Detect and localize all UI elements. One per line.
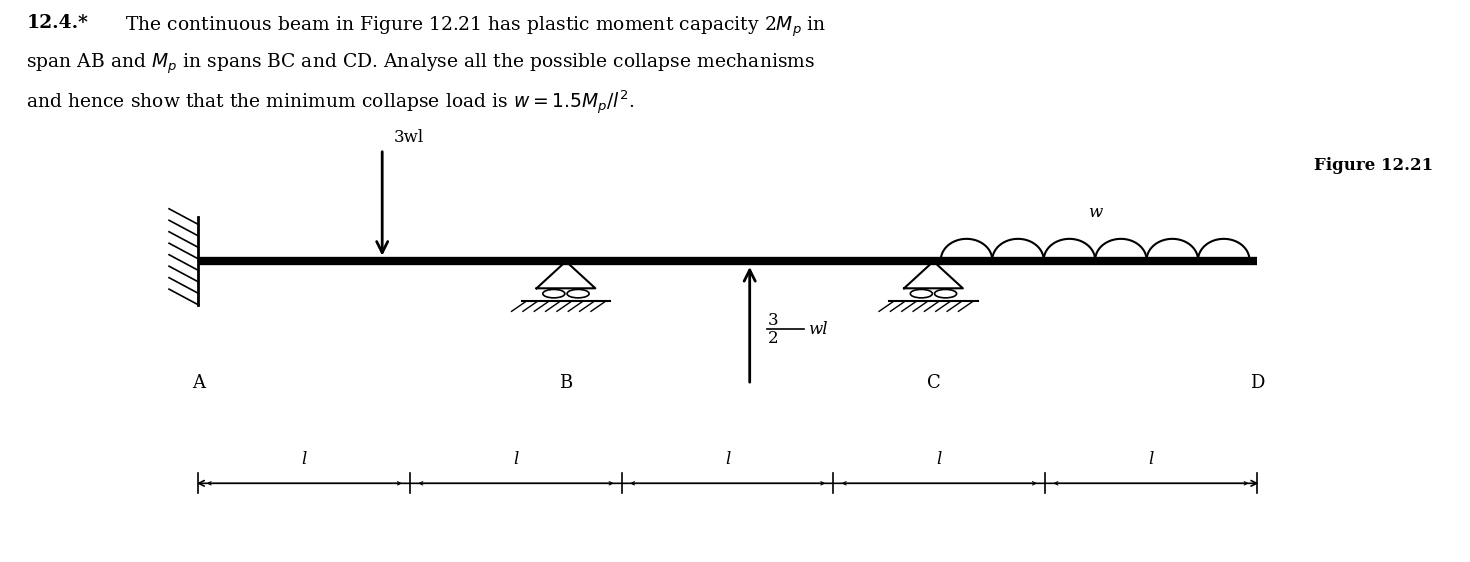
Text: l: l [1148, 451, 1154, 468]
Text: l: l [936, 451, 942, 468]
Text: l: l [725, 451, 731, 468]
Text: l: l [513, 451, 519, 468]
Text: A: A [193, 374, 204, 392]
Text: Figure 12.21: Figure 12.21 [1314, 157, 1433, 174]
Text: wl: wl [809, 320, 828, 338]
Text: 2: 2 [767, 330, 778, 347]
Text: w: w [1088, 204, 1102, 221]
Text: B: B [559, 374, 573, 392]
Text: C: C [926, 374, 941, 392]
Text: 3wl: 3wl [394, 129, 423, 146]
Text: D: D [1250, 374, 1264, 392]
Text: l: l [301, 451, 307, 468]
Text: 12.4.*: 12.4.* [26, 14, 88, 32]
Text: and hence show that the minimum collapse load is $w = 1.5M_p/l^2$.: and hence show that the minimum collapse… [26, 89, 635, 117]
Text: span AB and $M_p$ in spans BC and CD. Analyse all the possible collapse mechanis: span AB and $M_p$ in spans BC and CD. An… [26, 52, 816, 76]
Text: The continuous beam in Figure 12.21 has plastic moment capacity 2$M_p$ in: The continuous beam in Figure 12.21 has … [125, 14, 826, 39]
Text: 3: 3 [767, 311, 778, 329]
